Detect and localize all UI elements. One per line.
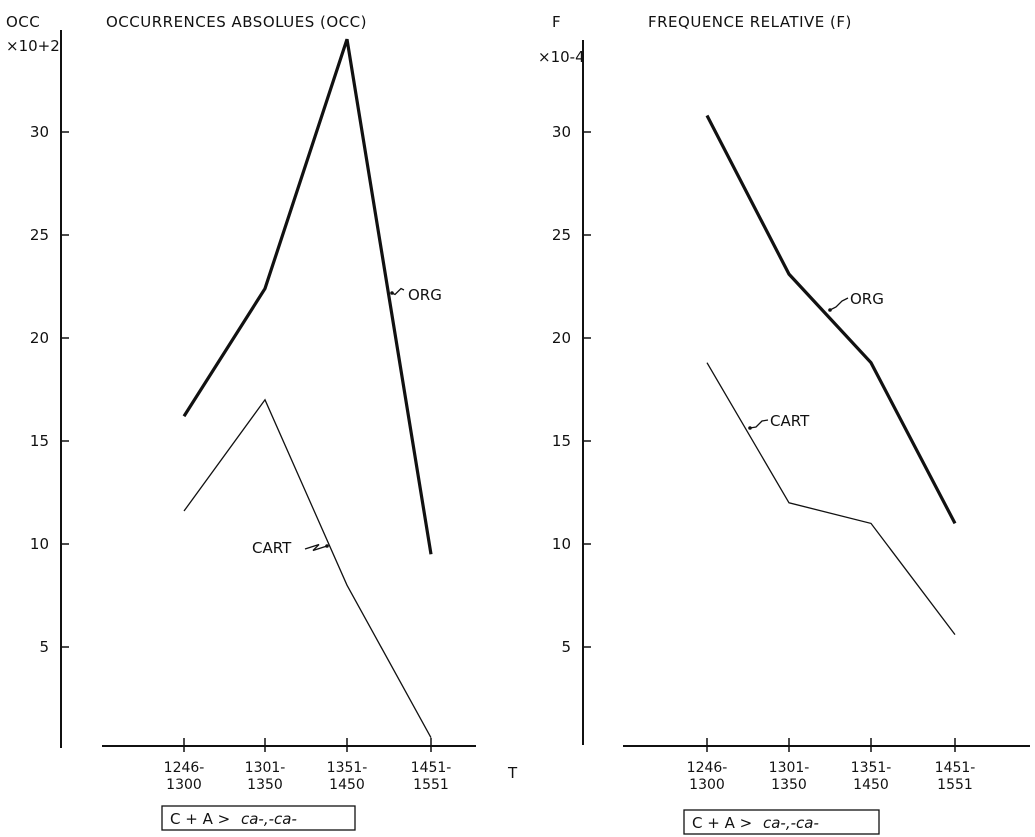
series-pointer-org — [829, 297, 849, 311]
y-tick-label-2: 15 — [30, 432, 49, 450]
left-xlabel: T — [507, 764, 518, 782]
y-tick-label-4: 25 — [552, 226, 571, 244]
left-y-ticks: 5 10 15 20 25 30 — [30, 123, 69, 656]
x-category-label-0: 1246-1300 — [687, 760, 728, 793]
x-category-label-1: 1301-1350 — [245, 760, 286, 793]
y-tick-label-3: 20 — [30, 329, 49, 347]
left-series — [182, 38, 433, 738]
left-x-categories: 1246-1300 1301-1350 1351-1450 1451-1551 — [164, 738, 452, 793]
left-formula-box: C + A > ca-,-ca- — [161, 805, 356, 831]
left-ylabel: OCC — [6, 13, 40, 31]
left-panel: OCC ×10+2 OCCURRENCES ABSOLUES (OCC) T 5… — [6, 13, 518, 831]
left-formula-italic: ca-,-ca- — [241, 810, 297, 828]
series-pointer-dot-org — [390, 291, 394, 295]
y-tick-label-0: 5 — [39, 638, 49, 656]
series-pointer-org — [391, 287, 405, 296]
y-tick-label-2: 15 — [552, 432, 571, 450]
x-category-label-1: 1301-1350 — [769, 760, 810, 793]
y-tick-label-3: 20 — [552, 329, 571, 347]
y-tick-label-5: 30 — [552, 123, 571, 141]
series-pointer-cart — [304, 543, 328, 552]
series-pointer-dot-org — [828, 308, 832, 312]
series-label-org: ORG — [408, 286, 442, 304]
series-pointer-dot-cart — [748, 426, 752, 430]
x-category-label-0: 1246-1300 — [164, 760, 205, 793]
right-series-labels: ORG CART — [748, 290, 884, 430]
series-pointer-dot-cart — [325, 544, 329, 548]
right-formula-italic: ca-,-ca- — [763, 814, 819, 832]
series-label-org: ORG — [850, 290, 884, 308]
series-pointer-cart — [749, 419, 769, 429]
y-tick-label-1: 10 — [30, 535, 49, 553]
left-yscale-text: ×10+2 — [6, 37, 60, 55]
y-tick-label-5: 30 — [30, 123, 49, 141]
x-category-label-3: 1451-1551 — [411, 760, 452, 793]
y-tick-label-1: 10 — [552, 535, 571, 553]
right-formula-plain: C + A > — [692, 814, 752, 832]
left-formula-frame — [161, 805, 356, 831]
left-yscale-label: ×10+2 — [6, 37, 60, 55]
x-category-label-3: 1451-1551 — [935, 760, 976, 793]
left-formula-plain: C + A > — [170, 810, 230, 828]
right-series — [705, 114, 957, 636]
right-formula-frame — [683, 809, 880, 835]
left-series-labels: ORG CART — [252, 286, 442, 557]
right-formula-box: C + A > ca-,-ca- — [683, 809, 880, 835]
y-tick-label-4: 25 — [30, 226, 49, 244]
right-formula-text: C + A > ca-,-ca- — [692, 814, 819, 832]
series-label-cart: CART — [252, 539, 292, 557]
x-category-label-2: 1351-1450 — [851, 760, 892, 793]
left-formula-text: C + A > ca-,-ca- — [170, 810, 297, 828]
right-yscale-text: ×10-4 — [538, 48, 585, 66]
right-ylabel: F — [552, 13, 561, 31]
left-title: OCCURRENCES ABSOLUES (OCC) — [106, 13, 367, 31]
right-yscale-label: ×10-4 — [538, 48, 585, 66]
right-y-ticks: 5 10 15 20 25 30 — [552, 123, 591, 656]
right-x-categories: 1246-1300 1301-1350 1351-1450 1451-1551 — [687, 738, 976, 793]
series-line-cart — [706, 362, 956, 636]
series-label-cart: CART — [770, 412, 810, 430]
right-title: FREQUENCE RELATIVE (F) — [648, 13, 852, 31]
series-line-org — [705, 114, 957, 525]
y-tick-label-0: 5 — [561, 638, 571, 656]
right-panel: F ×10-4 FREQUENCE RELATIVE (F) 5 10 15 20 25… — [538, 13, 1030, 835]
series-line-org — [182, 38, 433, 555]
x-category-label-2: 1351-1450 — [327, 760, 368, 793]
series-line-cart — [183, 398, 432, 738]
